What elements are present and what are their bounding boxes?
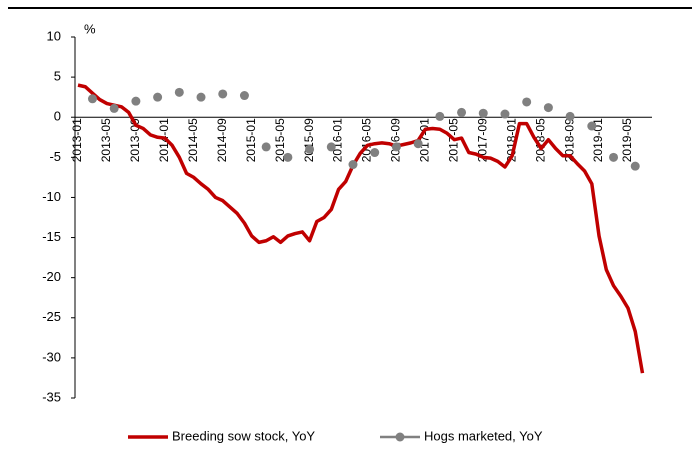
- hog-marker: [522, 97, 532, 107]
- hog-marker: [218, 89, 228, 99]
- y-tick-label: -20: [42, 269, 61, 284]
- x-tick-label: 2016-09: [389, 118, 403, 162]
- x-tick-label: 2014-09: [215, 118, 229, 162]
- y-tick-label: -15: [42, 229, 61, 244]
- x-tick-label: 2013-01: [70, 118, 84, 162]
- x-tick-label: 2013-09: [128, 118, 142, 162]
- hog-marker: [609, 152, 619, 162]
- x-tick-label: 2019-05: [620, 118, 634, 162]
- y-tick-label: -30: [42, 349, 61, 364]
- hog-marker: [565, 111, 575, 121]
- x-tick-label: 2018-05: [533, 118, 547, 162]
- hog-marker: [587, 121, 597, 131]
- legend-marker: [395, 432, 405, 442]
- hog-marker: [435, 111, 445, 121]
- x-tick-label: 2015-05: [273, 118, 287, 162]
- x-tick-label: 2014-05: [186, 118, 200, 162]
- sow-line: [77, 83, 645, 374]
- hog-marker: [239, 91, 249, 101]
- y-tick-label: 5: [54, 69, 61, 84]
- hog-marker: [391, 142, 401, 152]
- hog-marker: [457, 107, 467, 117]
- hog-marker: [131, 96, 141, 106]
- hog-marker: [305, 144, 315, 154]
- x-tick-label: 2016-01: [331, 118, 345, 162]
- hog-marker: [174, 87, 184, 97]
- y-tick-label: 0: [54, 109, 61, 124]
- hog-marker: [196, 92, 206, 102]
- hog-marker: [478, 108, 488, 118]
- hog-marker: [543, 103, 553, 113]
- hog-marker: [283, 152, 293, 162]
- y-tick-label: -5: [49, 149, 61, 164]
- legend-label: Hogs marketed, YoY: [424, 428, 543, 443]
- hog-marker: [500, 109, 510, 119]
- hog-marker: [413, 139, 423, 149]
- hog-marker: [630, 161, 640, 171]
- x-tick-label: 2013-05: [99, 118, 113, 162]
- x-tick-label: 2015-01: [244, 118, 258, 162]
- hog-marker: [326, 142, 336, 152]
- x-tick-label: 2017-09: [475, 118, 489, 162]
- x-tick-label: 2015-09: [302, 118, 316, 162]
- legend-label: Breeding sow stock, YoY: [172, 428, 315, 443]
- y-axis-label: %: [84, 21, 96, 36]
- hog-marker: [370, 148, 380, 158]
- y-tick-label: -25: [42, 309, 61, 324]
- x-tick-label: 2014-01: [157, 118, 171, 162]
- hog-marker: [87, 94, 97, 104]
- hog-marker: [261, 142, 271, 152]
- y-tick-label: -10: [42, 189, 61, 204]
- y-tick-label: -35: [42, 389, 61, 404]
- hog-marker: [348, 160, 358, 170]
- y-tick-label: 10: [47, 28, 61, 43]
- hog-marker: [153, 92, 163, 102]
- hog-marker: [109, 103, 119, 113]
- x-tick-label: 2018-09: [562, 118, 576, 162]
